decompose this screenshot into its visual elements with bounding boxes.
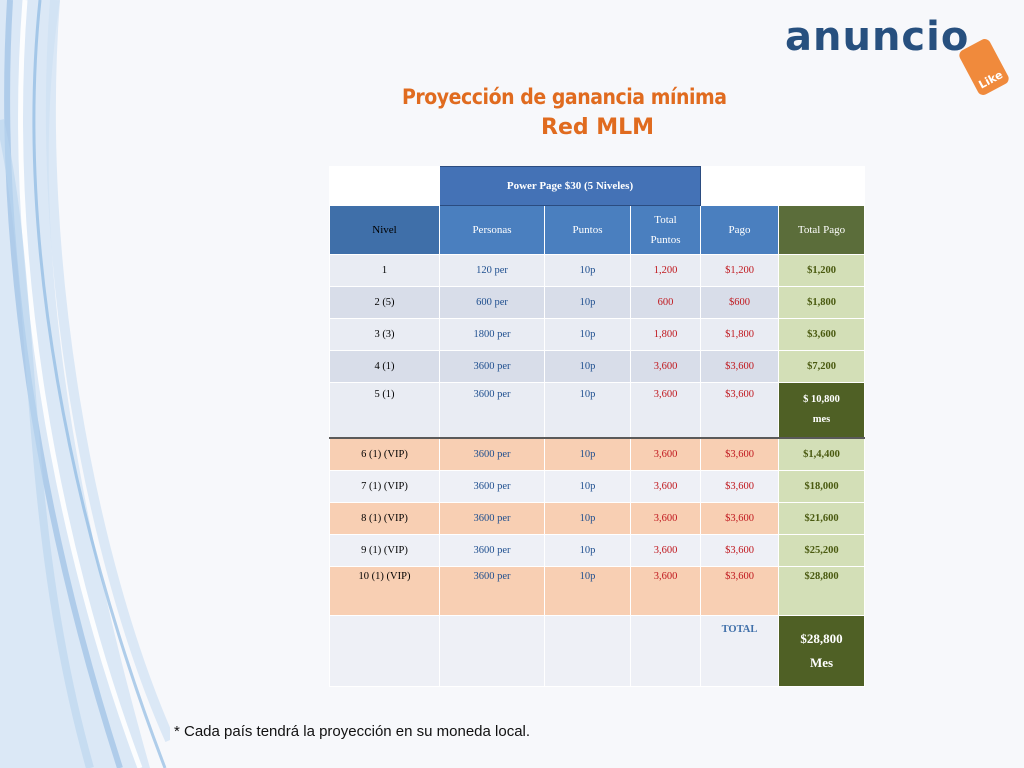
- header-cell: Pago: [700, 205, 779, 255]
- decorative-swoosh: [0, 0, 170, 768]
- table-cell: $1,200: [778, 254, 865, 287]
- table-row: 5 (1) 3600 per 10p 3,600 $3,600 $ 10,800 mes: [329, 382, 865, 439]
- table-cell: 3600 per: [439, 502, 545, 535]
- empty-cell: [544, 615, 631, 687]
- anuncio-logo: anuncio Like: [785, 14, 1020, 104]
- table-cell: 10p: [544, 286, 631, 319]
- logo-text: anuncio: [785, 14, 970, 60]
- table-cell: 10p: [544, 382, 631, 439]
- table-cell: 3600 per: [439, 350, 545, 383]
- empty-cell: [630, 615, 701, 687]
- table-cell: $1,800: [778, 286, 865, 319]
- total-row: TOTAL $28,800 Mes: [329, 615, 865, 687]
- table-cell: $1,4,400: [778, 437, 865, 471]
- table-cell: $3,600: [700, 534, 779, 567]
- table-cell: 4 (1): [329, 350, 440, 383]
- table-cell: 3600 per: [439, 382, 545, 439]
- table-cell: $28,800: [778, 566, 865, 616]
- table-cell: 3,600: [630, 502, 701, 535]
- table-cell: 1800 per: [439, 318, 545, 351]
- table-cell: 120 per: [439, 254, 545, 287]
- table-cell: $1,800: [700, 318, 779, 351]
- table-cell: $3,600: [700, 470, 779, 503]
- table-cell: 10p: [544, 534, 631, 567]
- table-cell: 10p: [544, 502, 631, 535]
- footnote: * Cada país tendrá la proyección en su m…: [174, 723, 531, 740]
- header-cell: Puntos: [544, 205, 631, 255]
- projection-table: Power Page $30 (5 Niveles) Nivel Personas…: [329, 166, 865, 687]
- table-cell: $ 10,800 mes: [778, 382, 865, 439]
- table-cell: 10p: [544, 437, 631, 471]
- banner-row: Power Page $30 (5 Niveles): [329, 166, 865, 206]
- table-cell: 3 (3): [329, 318, 440, 351]
- table-cell: $3,600: [700, 437, 779, 471]
- table-cell: 3,600: [630, 566, 701, 616]
- table-row: 3 (3) 1800 per 10p 1,800 $1,800 $3,600: [329, 318, 865, 351]
- table-cell: 600 per: [439, 286, 545, 319]
- table-row: 9 (1) (VIP) 3600 per 10p 3,600 $3,600 $25,200: [329, 534, 865, 567]
- table-cell: 10p: [544, 470, 631, 503]
- table-cell: $600: [700, 286, 779, 319]
- page-subtitle: Red MLM: [541, 115, 655, 140]
- table-cell: 3600 per: [439, 437, 545, 471]
- table-cell: 6 (1) (VIP): [329, 437, 440, 471]
- table-cell: 1,200: [630, 254, 701, 287]
- header-cell: Nivel: [329, 205, 440, 255]
- table-cell: 3,600: [630, 437, 701, 471]
- total-value: $28,800 Mes: [778, 615, 865, 687]
- table-cell: 8 (1) (VIP): [329, 502, 440, 535]
- table-cell: 600: [630, 286, 701, 319]
- table-cell: 1,800: [630, 318, 701, 351]
- table-cell: 3,600: [630, 382, 701, 439]
- table-cell: 10p: [544, 254, 631, 287]
- table-cell: $1,200: [700, 254, 779, 287]
- table-cell: 10p: [544, 566, 631, 616]
- table-row: 7 (1) (VIP) 3600 per 10p 3,600 $3,600 $18,000: [329, 470, 865, 503]
- table-cell: $18,000: [778, 470, 865, 503]
- table-row: 10 (1) (VIP) 3600 per 10p 3,600 $3,600 $28,80…: [329, 566, 865, 616]
- table-cell: 7 (1) (VIP): [329, 470, 440, 503]
- table-cell: $3,600: [700, 566, 779, 616]
- table-cell: 10p: [544, 350, 631, 383]
- table-cell: 3,600: [630, 350, 701, 383]
- table-row: 8 (1) (VIP) 3600 per 10p 3,600 $3,600 $21,600: [329, 502, 865, 535]
- empty-cell: [329, 615, 440, 687]
- table-row: 2 (5) 600 per 10p 600 $600 $1,800: [329, 286, 865, 319]
- table-cell: 3,600: [630, 534, 701, 567]
- table-cell: 3600 per: [439, 534, 545, 567]
- table-cell: 10p: [544, 318, 631, 351]
- table-cell: 2 (5): [329, 286, 440, 319]
- table-row: 6 (1) (VIP) 3600 per 10p 3,600 $3,600 $1,4,40…: [329, 437, 865, 471]
- total-label: TOTAL: [700, 615, 779, 687]
- table-row: 1 120 per 10p 1,200 $1,200 $1,200: [329, 254, 865, 287]
- power-page-banner: Power Page $30 (5 Niveles): [439, 166, 701, 206]
- table-cell: 3,600: [630, 470, 701, 503]
- table-cell: $3,600: [700, 350, 779, 383]
- header-cell: Personas: [439, 205, 545, 255]
- header-cell: Total Puntos: [630, 205, 701, 255]
- table-row: 4 (1) 3600 per 10p 3,600 $3,600 $7,200: [329, 350, 865, 383]
- header-cell: Total Pago: [778, 205, 865, 255]
- table-cell: 9 (1) (VIP): [329, 534, 440, 567]
- page-title: Proyección de ganancia mínima: [402, 85, 727, 109]
- table-cell: 3600 per: [439, 470, 545, 503]
- table-cell: $3,600: [700, 382, 779, 439]
- table-cell: 5 (1): [329, 382, 440, 439]
- header-row: Nivel Personas Puntos Total Puntos Pago Total…: [329, 205, 865, 255]
- table-cell: $21,600: [778, 502, 865, 535]
- table-cell: $25,200: [778, 534, 865, 567]
- table-cell: $3,600: [778, 318, 865, 351]
- table-cell: $7,200: [778, 350, 865, 383]
- table-cell: 3600 per: [439, 566, 545, 616]
- table-cell: $3,600: [700, 502, 779, 535]
- table-cell: 1: [329, 254, 440, 287]
- table-cell: 10 (1) (VIP): [329, 566, 440, 616]
- empty-cell: [439, 615, 545, 687]
